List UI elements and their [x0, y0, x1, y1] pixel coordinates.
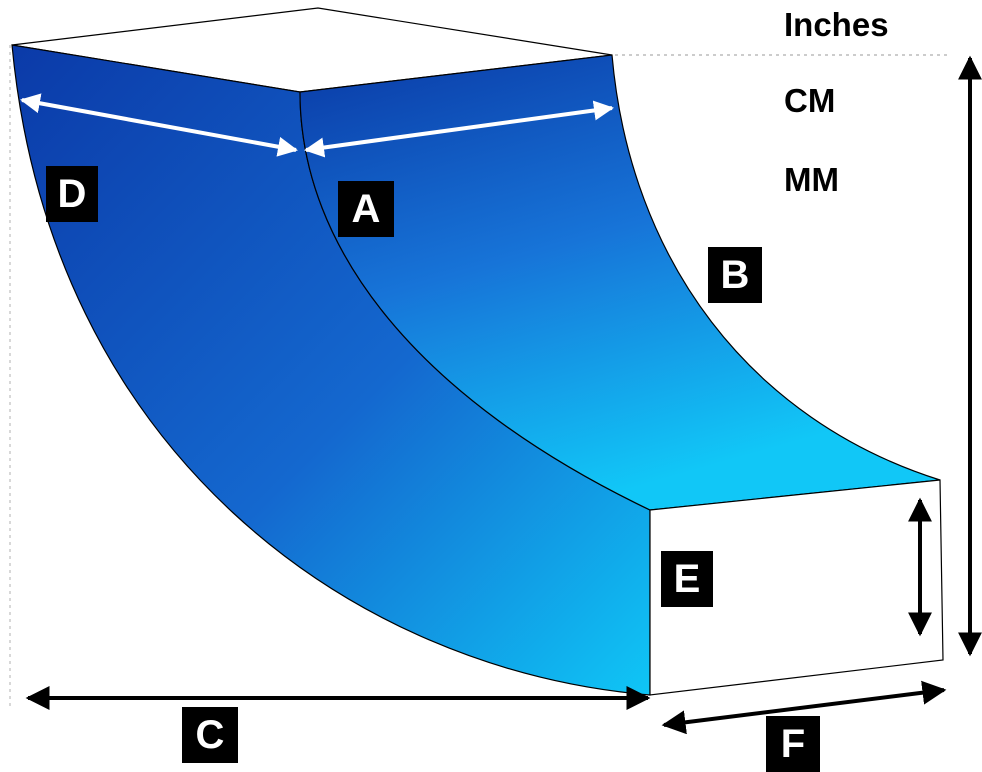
dimension-label-d: D [46, 166, 98, 222]
duct-outlet-face [649, 479, 944, 696]
dimension-a-arrow [304, 100, 614, 158]
unit-mm-label: MM [784, 161, 839, 198]
dimension-f-arrow [661, 680, 947, 735]
dimension-label-f: F [766, 716, 820, 772]
dimension-label-e: E [661, 551, 713, 607]
dimension-label-b: B [708, 247, 762, 303]
dimension-label-c: C [182, 707, 238, 763]
unit-inches-label: Inches [784, 6, 889, 43]
dimension-d-arrow [20, 93, 298, 157]
dimension-label-a: A [338, 181, 394, 237]
unit-cm-label: CM [784, 82, 836, 119]
